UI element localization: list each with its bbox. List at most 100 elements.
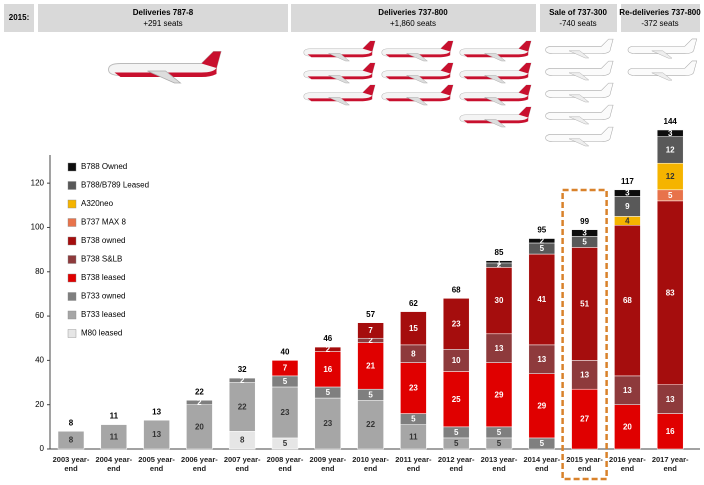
segment-label: 2 [497,261,502,270]
segment-label: 4 [625,216,630,225]
bar-segment [357,342,384,390]
segment-label: 5 [454,439,459,448]
segment-label: 23 [409,384,418,393]
bar-segment [228,377,256,383]
y-tick-label: 60 [35,311,44,320]
bar-segment [314,397,342,450]
segment-label: 5 [668,191,673,200]
segment-label: 5 [540,439,545,448]
highlight-box [561,188,608,481]
panel [291,4,536,32]
segment-label: 25 [452,395,461,404]
y-tick-label: 20 [35,400,44,409]
segment-label: 29 [537,401,546,410]
segment-label: 3 [582,229,587,238]
x-tick-label: 2017 year-end [651,455,689,473]
segment-label: 13 [537,355,546,364]
x-tick-label: 2013 year-end [480,455,518,473]
legend-swatch [67,181,77,190]
legend-swatch [67,310,77,320]
legend-label: M80 leased [81,329,122,338]
segment-label: 15 [409,324,418,333]
bar-segment [400,362,427,414]
legend-swatch [67,218,77,227]
bar-segment [614,224,641,377]
bar-segment [614,404,641,450]
bar-segment [528,344,556,374]
panel-sub: -740 seats [559,19,596,28]
segment-label: 9 [625,202,630,211]
panel-title: Deliveries 737-800 [378,8,448,17]
bar-segment [143,419,170,450]
segment-label: 13 [666,395,675,404]
bar-segment [100,424,128,450]
x-tick-label: 2015 year-end [566,455,603,473]
bar-segment [400,424,427,450]
bar-segment [614,189,641,197]
x-tick-label: 2012 year-end [437,455,475,473]
segment-label: 29 [495,390,504,399]
segment-label: 5 [497,428,502,437]
panel [621,4,700,32]
legend-label: B738 owned [81,236,125,245]
segment-label: 2 [326,345,331,354]
panel-sub: +1,860 seats [390,19,436,28]
bar-segment [485,333,513,363]
segment-label: 8 [240,436,245,445]
segment-label: 21 [366,362,375,371]
y-tick-label: 100 [31,223,45,232]
airplanes-737 [303,40,532,128]
segment-label: 16 [323,365,332,374]
legend-label: B738 leased [81,273,125,282]
legend-label: B738 S&LB [81,255,122,264]
y-tick-label: 0 [40,444,45,453]
legend-swatch [67,236,77,246]
bar-segment [400,311,427,346]
bar-segment [485,260,513,264]
y-tick-label: 40 [35,355,44,364]
bar-segment [656,136,684,164]
legend-swatch [67,199,77,209]
total-label: 13 [152,407,161,416]
bar-segment [57,431,85,450]
bar-segment [228,382,256,432]
bar-segment [357,322,384,339]
x-tick-label: 2016 year-end [609,455,646,473]
segment-label: 3 [668,129,673,138]
segment-label: 5 [454,428,459,437]
segment-label: 16 [666,427,675,436]
legend-label: B788 Owned [81,162,127,171]
segment-label: 51 [580,300,589,309]
bar-segment [271,360,299,377]
x-tick-label: 2004 year-end [95,455,133,473]
segment-label: 20 [623,422,632,431]
panel [540,4,617,32]
panel-title: Re-deliveries 737-800 [619,8,701,17]
segment-label: 23 [452,319,461,328]
legend-label: B788/B789 Leased [81,181,149,190]
total-label: 8 [69,418,74,427]
y-tick-label: 120 [31,178,45,187]
total-label: 99 [580,217,589,226]
bar-segment [357,400,384,450]
bar-segment [656,384,684,414]
panel-title: Deliveries 787-8 [133,8,194,17]
segment-label: 1 [497,257,502,266]
panel-sub: +291 seats [143,19,182,28]
total-label: 11 [110,412,119,421]
total-label: 95 [537,226,546,235]
bar-segment [656,200,684,386]
x-tick-label: 2005 year-end [138,455,175,473]
total-label: 117 [621,177,634,186]
bar-segment [571,360,598,390]
x-tick-label: 2007 year-end [223,455,261,473]
segment-label: 12 [666,172,675,181]
x-tick-label: 2010 year-end [352,455,389,473]
segment-label: 23 [323,419,332,428]
legend-label: B733 leased [81,310,125,319]
legend-label: B737 MAX 8 [81,218,126,227]
segment-label: 2 [368,336,373,345]
total-label: 144 [664,117,678,126]
segment-label: 8 [411,349,416,358]
